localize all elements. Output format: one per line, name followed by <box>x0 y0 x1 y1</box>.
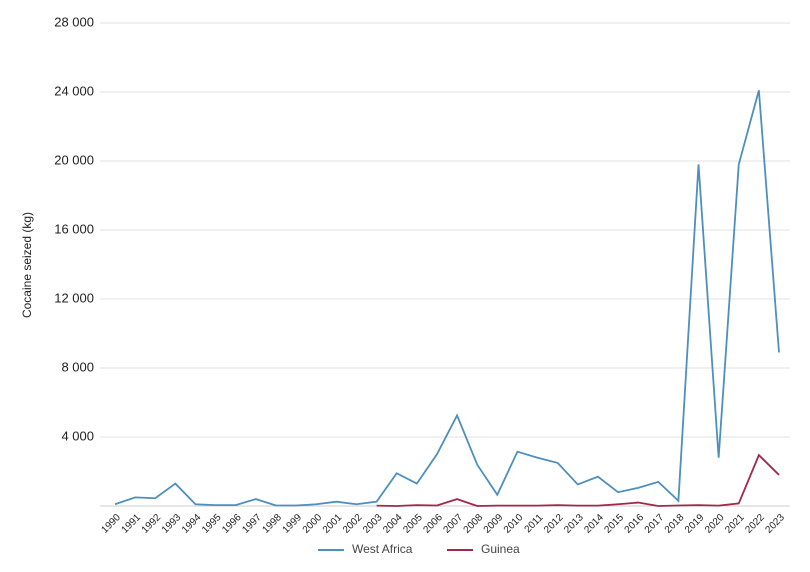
x-tick-label: 2010 <box>502 512 526 536</box>
x-tick-label: 2022 <box>743 512 767 536</box>
x-tick-label: 2012 <box>542 512 566 536</box>
x-tick-label: 2005 <box>401 512 425 536</box>
y-tick-label: 4 000 <box>61 428 94 443</box>
x-tick-label: 1999 <box>281 512 305 536</box>
x-tick-label: 2017 <box>643 512 667 536</box>
x-tick-label: 2011 <box>523 512 546 535</box>
y-tick-label: 12 000 <box>54 290 94 305</box>
x-tick-label: 1996 <box>220 512 244 536</box>
x-tick-label: 2002 <box>341 512 365 536</box>
legend-label: Guinea <box>481 542 520 556</box>
x-tick-label: 2016 <box>623 512 647 536</box>
y-axis-label: Cocaine seized (kg) <box>20 212 34 318</box>
x-tick-label: 1995 <box>200 512 224 536</box>
x-tick-label: 1998 <box>260 512 284 536</box>
x-tick-label: 2006 <box>421 512 445 536</box>
x-tick-label: 2015 <box>603 512 627 536</box>
x-tick-label: 1994 <box>180 512 204 536</box>
x-tick-label: 1990 <box>99 512 123 536</box>
y-tick-label: 20 000 <box>54 152 94 167</box>
series-line <box>114 90 780 507</box>
x-tick-label: 2018 <box>663 512 687 536</box>
series-line <box>376 453 780 507</box>
x-tick-label: 2000 <box>301 512 325 536</box>
y-tick-label: 8 000 <box>61 359 94 374</box>
x-tick-label: 2007 <box>442 512 466 536</box>
x-tick-label: 2014 <box>582 512 606 536</box>
x-tick-label: 2023 <box>763 512 787 536</box>
y-tick-label: 28 000 <box>54 14 94 29</box>
x-tick-label: 2019 <box>683 512 707 536</box>
x-tick-label: 2004 <box>381 512 405 536</box>
x-tick-label: 2009 <box>482 512 506 536</box>
x-tick-label: 2013 <box>562 512 586 536</box>
y-tick-label: 24 000 <box>54 83 94 98</box>
y-tick-label: 16 000 <box>54 221 94 236</box>
x-tick-label: 1992 <box>140 512 164 536</box>
x-tick-label: 2008 <box>462 512 486 536</box>
x-tick-label: 2021 <box>723 512 747 536</box>
x-tick-label: 2020 <box>703 512 727 536</box>
x-tick-label: 1997 <box>240 512 264 536</box>
legend-label: West Africa <box>352 542 413 556</box>
x-tick-label: 1993 <box>160 512 184 536</box>
x-tick-label: 2003 <box>361 512 385 536</box>
x-tick-label: 2001 <box>321 512 345 536</box>
x-tick-label: 1991 <box>120 512 144 536</box>
